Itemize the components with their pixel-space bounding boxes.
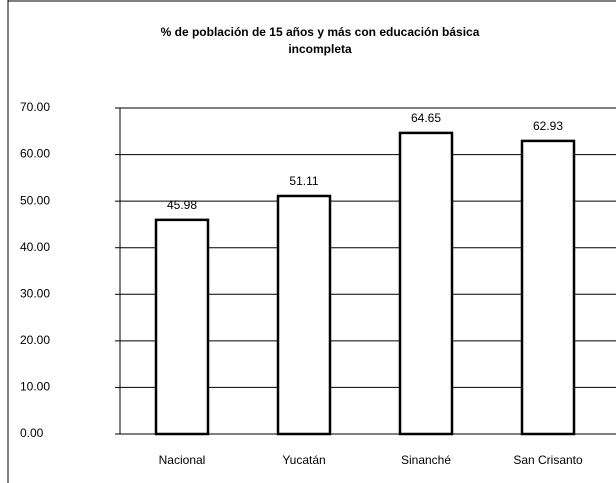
y-tick-label: 70.00 — [20, 100, 50, 114]
y-tick-label: 10.00 — [20, 380, 50, 394]
x-tick-label: San Crisanto — [513, 453, 583, 467]
bar — [276, 194, 332, 436]
y-tick-label: 20.00 — [20, 333, 50, 347]
data-label: 62.93 — [533, 119, 563, 133]
data-label: 45.98 — [167, 198, 197, 212]
x-tick-label: Sinanché — [401, 453, 451, 467]
y-tick-label: 30.00 — [20, 286, 50, 300]
y-tick-label: 40.00 — [20, 240, 50, 254]
y-tick-label: 60.00 — [20, 147, 50, 161]
bar — [520, 139, 576, 436]
y-tick-label: 50.00 — [20, 193, 50, 207]
data-label: 51.11 — [289, 174, 318, 188]
chart-title: % de población de 15 años y más con educ… — [160, 25, 480, 56]
bar — [398, 131, 454, 436]
x-tick-label: Nacional — [159, 453, 206, 467]
x-tick-label: Yucatán — [282, 453, 325, 467]
bar — [154, 218, 210, 436]
data-label: 64.65 — [411, 111, 441, 125]
y-tick-label: 0.00 — [20, 426, 44, 440]
